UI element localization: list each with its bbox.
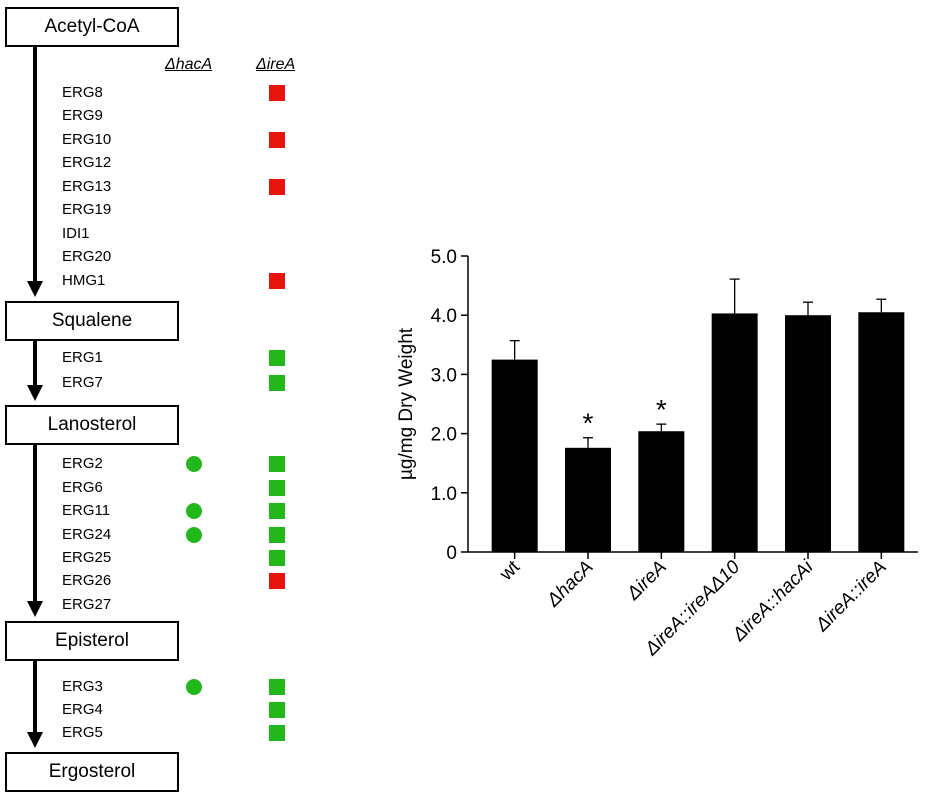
pathway-arrow-head (27, 281, 43, 297)
gene-label: ERG11 (62, 502, 111, 519)
ireA-down-marker (269, 132, 285, 148)
ireA-up-marker (269, 456, 285, 472)
bar (491, 359, 538, 552)
gene-label: ERG10 (62, 131, 112, 148)
ireA-up-marker (269, 550, 285, 566)
ireA-up-marker (269, 350, 285, 366)
x-tick-label: ΔireA::ireA (811, 557, 891, 637)
y-tick-label: 5.0 (431, 247, 457, 268)
y-tick-label: 0 (446, 543, 457, 564)
ireA-up-marker (269, 725, 285, 741)
gene-label: ERG19 (62, 201, 112, 218)
x-tick-label: wt (495, 556, 525, 586)
ireA-up-marker (269, 375, 285, 391)
gene-label: ERG20 (62, 248, 112, 265)
pathway-arrow-head (27, 732, 43, 748)
gene-label: ERG5 (62, 724, 103, 741)
ireA-down-marker (269, 85, 285, 101)
x-tick-label: ΔireA (622, 557, 670, 605)
ireA-down-marker (269, 179, 285, 195)
gene-label: ERG4 (62, 701, 103, 718)
gene-label: ERG26 (62, 572, 112, 589)
column-header-hacA: ΔhacA (165, 56, 213, 73)
gene-label: ERG8 (62, 84, 103, 101)
gene-label: IDI1 (62, 225, 90, 242)
metabolite-acetyl-coa: Acetyl-CoA (5, 7, 179, 47)
y-tick-label: 2.0 (431, 425, 457, 446)
ireA-up-marker (269, 527, 285, 543)
gene-label: ERG12 (62, 154, 112, 171)
ireA-up-marker (269, 503, 285, 519)
gene-label: ERG2 (62, 455, 103, 472)
ireA-down-marker (269, 273, 285, 289)
bar (785, 315, 831, 552)
metabolite-lanosterol: Lanosterol (5, 405, 179, 445)
y-tick-label: 3.0 (431, 365, 457, 386)
metabolite-squalene: Squalene (5, 301, 179, 341)
significance-marker: * (583, 408, 594, 439)
hacA-up-marker (186, 679, 202, 695)
ireA-up-marker (269, 679, 285, 695)
ireA-down-marker (269, 573, 285, 589)
y-tick-label: 4.0 (431, 306, 457, 327)
pathway-arrow-head (27, 601, 43, 617)
gene-label: ERG7 (62, 374, 103, 391)
x-tick-label: ΔhacA (542, 557, 597, 612)
ireA-up-marker (269, 480, 285, 496)
hacA-up-marker (186, 503, 202, 519)
gene-label: ERG9 (62, 107, 103, 124)
ireA-up-marker (269, 702, 285, 718)
gene-label: HMG1 (62, 272, 106, 289)
column-header-ireA: ΔireA (256, 56, 296, 73)
gene-label: ERG24 (62, 526, 112, 543)
bar (638, 431, 685, 552)
bar (858, 312, 905, 552)
gene-label: ERG13 (62, 178, 112, 195)
hacA-up-marker (186, 456, 202, 472)
metabolite-episterol: Episterol (5, 621, 179, 661)
gene-label: ERG6 (62, 479, 103, 496)
bar (711, 313, 758, 552)
gene-label: ERG25 (62, 549, 112, 566)
pathway-arrow-head (27, 385, 43, 401)
hacA-up-marker (186, 527, 202, 543)
y-tick-label: 1.0 (431, 484, 457, 505)
ergosterol-bar-chart: 0 1.0 2.0 3.0 4.0 5.0 µg/mg Dry Weight wt * ΔhacA… (396, 247, 918, 660)
gene-label: ERG3 (62, 678, 103, 695)
gene-label: ERG1 (62, 349, 103, 366)
y-axis-label: µg/mg Dry Weight (396, 327, 417, 480)
pathway-arrows (27, 47, 43, 748)
significance-marker: * (656, 394, 667, 425)
metabolite-ergosterol: Ergosterol (5, 752, 179, 792)
gene-label: ERG27 (62, 596, 112, 613)
bar (565, 447, 611, 552)
